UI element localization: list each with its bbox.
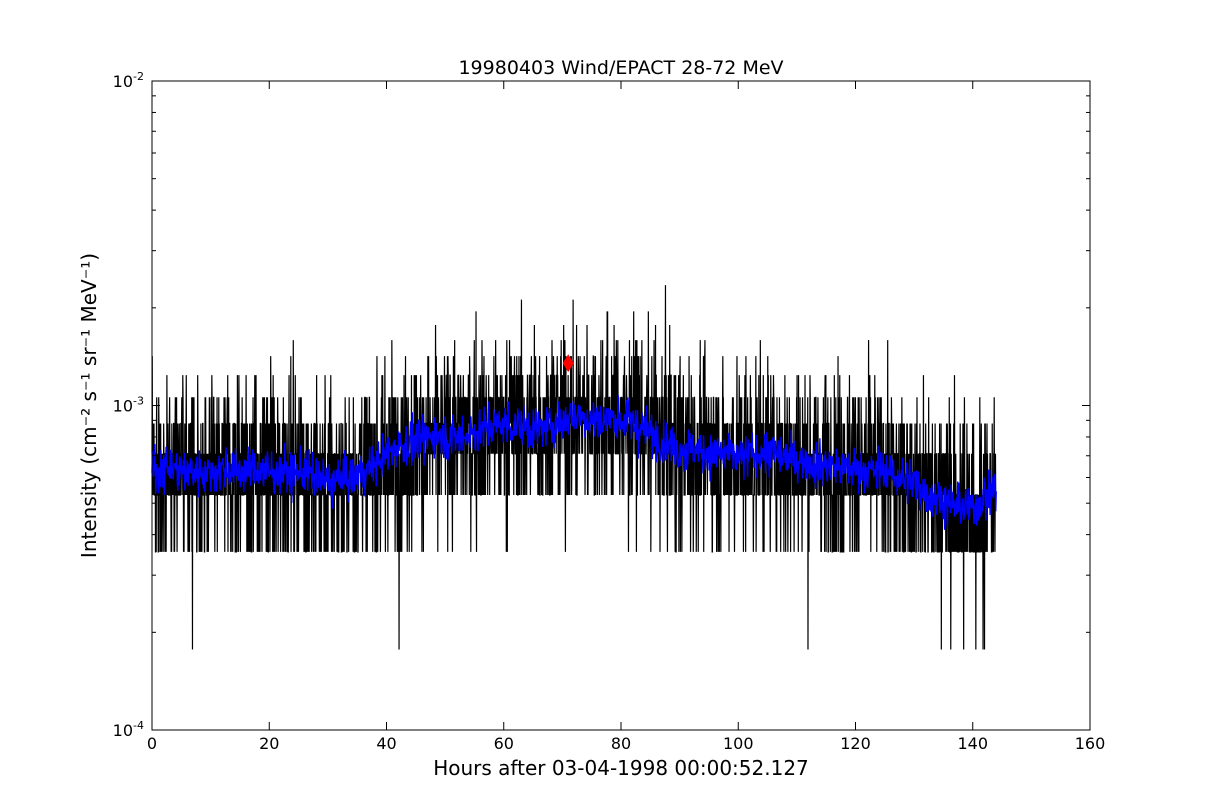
x-tick-label: 0: [147, 734, 157, 753]
y-tick-label: 10-2: [113, 70, 144, 91]
x-tick-label: 120: [840, 734, 871, 753]
x-tick-label: 20: [259, 734, 279, 753]
x-axis-label: Hours after 03-04-1998 00:00:52.127: [433, 756, 809, 780]
blue-series-line: [151, 395, 997, 530]
y-tick-label: 10-3: [113, 395, 144, 416]
peak-marker: [562, 354, 574, 373]
x-tick-label: 160: [1075, 734, 1106, 753]
x-tick-label: 60: [494, 734, 514, 753]
x-tick-label: 140: [957, 734, 988, 753]
axis-ticks: 0 20 40 60 80 100 120 140 160 10-4 10-3 10-2: [113, 70, 1106, 753]
x-tick-label: 80: [611, 734, 631, 753]
x-tick-label: 100: [723, 734, 754, 753]
chart-title: 19980403 Wind/EPACT 28-72 MeV: [458, 57, 783, 79]
peak-marker-layer: [562, 354, 574, 373]
blue-intensity-series: [151, 395, 997, 530]
y-tick-label: 10-4: [113, 719, 144, 740]
y-axis-label: Intensity (cm⁻² s⁻¹ sr⁻¹ MeV⁻¹): [77, 253, 101, 558]
x-tick-label: 40: [376, 734, 396, 753]
